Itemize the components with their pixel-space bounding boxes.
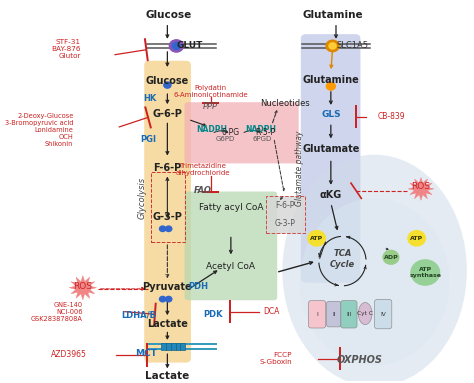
Text: Lactate: Lactate	[147, 319, 188, 329]
Text: OXPHOS: OXPHOS	[337, 355, 383, 365]
Text: Glycolysis: Glycolysis	[137, 177, 146, 219]
Text: 2-Deoxy-Glucose
3-Bromopyruvic acid
Lonidamine
OCH
Shikonin: 2-Deoxy-Glucose 3-Bromopyruvic acid Loni…	[5, 113, 73, 147]
Ellipse shape	[358, 303, 372, 324]
Bar	[161, 343, 184, 350]
Circle shape	[383, 250, 400, 265]
Text: G6PD: G6PD	[216, 136, 235, 142]
Polygon shape	[408, 177, 434, 200]
Text: NADPH: NADPH	[196, 126, 227, 134]
Text: STF-31
BAY-876
Glutor: STF-31 BAY-876 Glutor	[51, 39, 81, 59]
Text: CB-839: CB-839	[378, 112, 406, 121]
FancyBboxPatch shape	[301, 34, 360, 283]
Text: I: I	[316, 312, 318, 317]
Text: ATP: ATP	[310, 236, 323, 241]
Circle shape	[159, 225, 166, 232]
Text: F-6-P: F-6-P	[153, 163, 182, 173]
Text: DCA: DCA	[263, 307, 280, 316]
Text: HK: HK	[143, 94, 156, 103]
Circle shape	[407, 230, 426, 247]
Text: GNE-140
NCI-006
GSK28387808A: GNE-140 NCI-006 GSK28387808A	[31, 302, 83, 322]
Text: GLS: GLS	[321, 110, 341, 119]
Circle shape	[307, 230, 326, 247]
Text: Glutamate pathway: Glutamate pathway	[295, 130, 304, 206]
Text: Glutamine: Glutamine	[302, 75, 359, 85]
FancyBboxPatch shape	[144, 61, 191, 363]
Bar	[266, 196, 305, 232]
Text: Trimetazidine
dihydrochloride: Trimetazidine dihydrochloride	[176, 164, 230, 176]
Text: Glucose: Glucose	[146, 10, 192, 20]
Text: Acetyl CoA: Acetyl CoA	[206, 262, 255, 271]
FancyBboxPatch shape	[374, 300, 392, 329]
Polygon shape	[69, 275, 97, 300]
Text: 6PGD: 6PGD	[253, 136, 272, 142]
Text: G-3-P: G-3-P	[153, 213, 182, 223]
Text: ROS: ROS	[411, 182, 430, 192]
Text: NADPH: NADPH	[246, 126, 276, 134]
Text: Pyruvate: Pyruvate	[143, 282, 192, 292]
Text: LDHA/B: LDHA/B	[122, 311, 156, 320]
Circle shape	[165, 225, 173, 232]
Text: Fatty acyl CoA: Fatty acyl CoA	[199, 203, 263, 213]
Text: PGI: PGI	[140, 135, 156, 144]
Text: FCCP
S-Gboxin: FCCP S-Gboxin	[260, 352, 292, 365]
Circle shape	[325, 39, 340, 52]
Text: Glutamate: Glutamate	[302, 144, 360, 154]
FancyBboxPatch shape	[309, 301, 326, 328]
Text: II: II	[332, 312, 336, 317]
Text: MCT: MCT	[135, 349, 156, 358]
Text: PDH: PDH	[188, 282, 208, 291]
Text: Glucose: Glucose	[146, 75, 189, 85]
Text: F-6-P: F-6-P	[276, 201, 295, 211]
Text: Lactate: Lactate	[145, 371, 190, 381]
Text: PDK: PDK	[203, 310, 223, 319]
Text: GLUT: GLUT	[177, 41, 203, 50]
Text: III: III	[346, 312, 352, 317]
Text: αKG: αKG	[320, 190, 342, 200]
Text: PPP: PPP	[202, 102, 218, 111]
Text: Glutamine: Glutamine	[302, 10, 363, 20]
Text: ATP: ATP	[410, 236, 423, 241]
Circle shape	[169, 39, 184, 53]
FancyBboxPatch shape	[184, 102, 299, 164]
Text: Cyt C: Cyt C	[357, 311, 373, 316]
Circle shape	[163, 81, 172, 89]
Text: Nucleotides: Nucleotides	[260, 99, 310, 108]
Text: SLC1A5: SLC1A5	[336, 41, 368, 50]
Text: Polydatin
6-Aminonicotinamide: Polydatin 6-Aminonicotinamide	[173, 85, 248, 98]
Text: IV: IV	[380, 312, 386, 317]
Text: FAO: FAO	[194, 186, 212, 195]
Circle shape	[410, 259, 440, 286]
Text: G-6-P: G-6-P	[153, 109, 182, 119]
FancyBboxPatch shape	[327, 301, 341, 327]
Text: R-5-P: R-5-P	[255, 128, 275, 137]
Ellipse shape	[300, 198, 450, 366]
Text: ROS: ROS	[73, 282, 92, 291]
Bar	[151, 172, 185, 242]
Circle shape	[328, 42, 337, 50]
Circle shape	[326, 82, 336, 91]
Circle shape	[165, 296, 173, 303]
Circle shape	[172, 42, 181, 50]
Text: TCA
Cycle: TCA Cycle	[330, 249, 355, 269]
Circle shape	[159, 296, 166, 303]
Text: AZD3965: AZD3965	[51, 350, 87, 360]
Text: ADP: ADP	[383, 255, 398, 260]
Text: G-3-P: G-3-P	[275, 219, 296, 228]
FancyBboxPatch shape	[341, 301, 357, 328]
Ellipse shape	[283, 155, 467, 383]
FancyBboxPatch shape	[184, 192, 277, 300]
Text: 6-PG: 6-PG	[222, 128, 240, 137]
Text: ATP
synthase: ATP synthase	[409, 267, 441, 278]
